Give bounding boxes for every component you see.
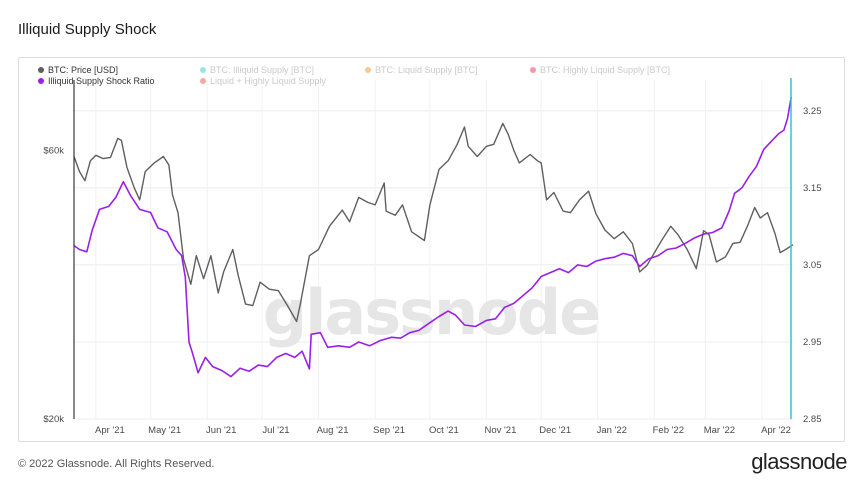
legend[interactable]: BTC: Price [USD] BTC: Illiquid Supply [BT… — [38, 65, 670, 86]
y-left-tick-label: $20k — [43, 414, 64, 425]
x-tick-label: Mar '22 — [704, 425, 735, 436]
legend-dot-icon — [200, 67, 206, 73]
legend-dot-icon — [200, 78, 206, 84]
legend-item[interactable]: Liquid + Highly Liquid Supply — [200, 76, 326, 86]
legend-item[interactable]: BTC: Price [USD] — [38, 65, 118, 75]
chart-panel: glassnode 2.85 2.95 3.05 3.15 3.25 Apr '21 May… — [18, 57, 845, 442]
legend-dot-icon — [530, 67, 536, 73]
btc-price-line — [73, 122, 794, 323]
x-tick-label: Jul '21 — [262, 425, 289, 436]
y-right-tick-label: 3.25 — [803, 106, 822, 117]
copyright-text: © 2022 Glassnode. All Rights Reserved. — [18, 458, 215, 470]
x-tick-label: Apr '22 — [761, 425, 791, 436]
x-tick-label: Jun '21 — [206, 425, 236, 436]
y-left-tick-label: $60k — [43, 145, 64, 156]
legend-label: BTC: Price [USD] — [48, 65, 118, 75]
legend-label: Illiquid Supply Shock Ratio — [48, 76, 155, 86]
glassnode-logo[interactable]: glassnode — [751, 449, 847, 474]
legend-label: Liquid + Highly Liquid Supply — [210, 76, 326, 86]
series — [73, 96, 794, 378]
y-right-tick-label: 3.05 — [803, 260, 822, 271]
legend-label: BTC: Highly Liquid Supply [BTC] — [540, 65, 670, 75]
legend-item[interactable]: BTC: Liquid Supply [BTC] — [365, 65, 478, 75]
legend-dot-icon — [38, 67, 44, 73]
watermark: glassnode — [263, 276, 599, 349]
supply-shock-ratio-line — [73, 96, 792, 378]
legend-item[interactable]: BTC: Illiquid Supply [BTC] — [200, 65, 314, 75]
legend-item[interactable]: Illiquid Supply Shock Ratio — [38, 76, 155, 86]
chart-svg[interactable]: glassnode 2.85 2.95 3.05 3.15 3.25 Apr '21 May… — [19, 58, 844, 441]
legend-dot-icon — [365, 67, 371, 73]
y-right-tick-label: 2.95 — [803, 337, 822, 348]
x-tick-label: Jan '22 — [597, 425, 627, 436]
legend-item[interactable]: BTC: Highly Liquid Supply [BTC] — [530, 65, 670, 75]
legend-dot-icon — [38, 78, 44, 84]
legend-label: BTC: Illiquid Supply [BTC] — [210, 65, 314, 75]
x-tick-label: Dec '21 — [539, 425, 571, 436]
y-right-tick-label: 2.85 — [803, 414, 822, 425]
x-tick-label: Aug '21 — [317, 425, 349, 436]
x-tick-label: Oct '21 — [429, 425, 459, 436]
x-tick-label: Sep '21 — [373, 425, 405, 436]
legend-label: BTC: Liquid Supply [BTC] — [375, 65, 478, 75]
page-title: Illiquid Supply Shock — [18, 21, 157, 38]
y-right-tick-label: 3.15 — [803, 183, 822, 194]
x-tick-label: Apr '21 — [95, 425, 125, 436]
x-tick-label: May '21 — [148, 425, 181, 436]
axes: 2.85 2.95 3.05 3.15 3.25 Apr '21 May '21 Jun '2… — [43, 78, 822, 436]
x-tick-label: Nov '21 — [484, 425, 516, 436]
x-tick-label: Feb '22 — [653, 425, 684, 436]
